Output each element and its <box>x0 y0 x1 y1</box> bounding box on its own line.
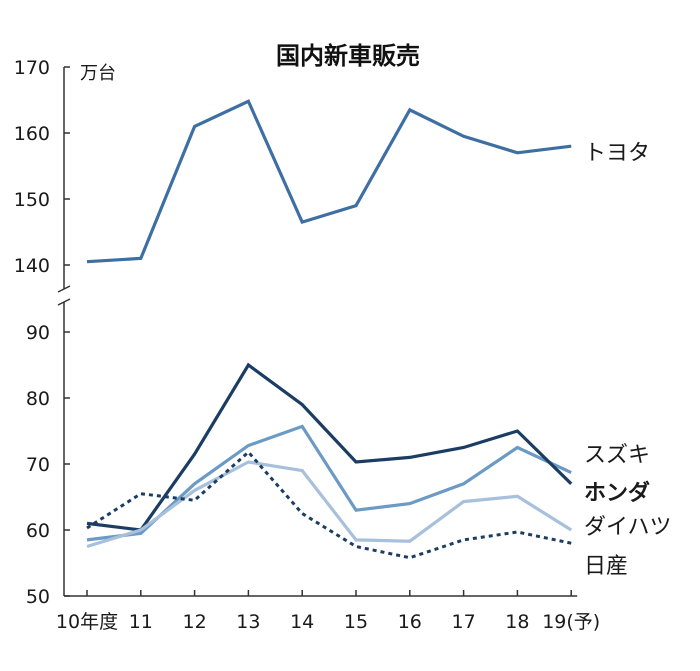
series-line <box>86 449 572 560</box>
series-label: ホンダ <box>584 480 650 506</box>
x-tick-label: 13 <box>236 611 260 633</box>
y-tick-label: 50 <box>26 586 50 608</box>
x-tick-label: 18 <box>505 611 529 633</box>
y-tick-label: 70 <box>26 454 50 476</box>
axes <box>57 67 578 597</box>
y-tick-label: 60 <box>26 520 50 542</box>
x-tick-label: 10年度 <box>56 611 118 633</box>
series-line <box>86 99 572 264</box>
series-label: スズキ <box>584 443 650 468</box>
y-tick-label: 140 <box>14 255 50 277</box>
series-line <box>86 460 573 549</box>
y-tick-label: 160 <box>14 123 50 145</box>
y-tick-label: 80 <box>26 388 50 410</box>
y-tick-label: 90 <box>26 322 50 344</box>
y-axis-unit: 万台 <box>80 63 116 84</box>
tick-labels: 140 150 160 170 50 60 70 80 90 10年度 11 12 13 14 15 16 17… <box>14 57 600 633</box>
series-label: トヨタ <box>584 141 650 166</box>
series-label: 日産 <box>584 554 628 579</box>
series-lines <box>86 99 573 560</box>
x-tick-label: 16 <box>398 611 422 633</box>
x-tick-label: 11 <box>129 611 153 633</box>
series-line <box>86 362 573 532</box>
x-tick-label: 17 <box>452 611 476 633</box>
y-tick-label: 170 <box>14 57 50 79</box>
series-line <box>86 424 572 542</box>
x-tick-label: 15 <box>344 611 368 633</box>
x-tick-label: 12 <box>183 611 207 633</box>
axis-break-mark <box>57 285 71 293</box>
chart-title: 国内新車販売 <box>276 42 420 70</box>
axis-break-mark <box>57 298 71 306</box>
y-tick-label: 150 <box>14 189 50 211</box>
x-tick-label: 14 <box>290 611 314 633</box>
x-tick-label: 19(予) <box>542 611 600 633</box>
series-label: ダイハツ <box>584 515 672 540</box>
